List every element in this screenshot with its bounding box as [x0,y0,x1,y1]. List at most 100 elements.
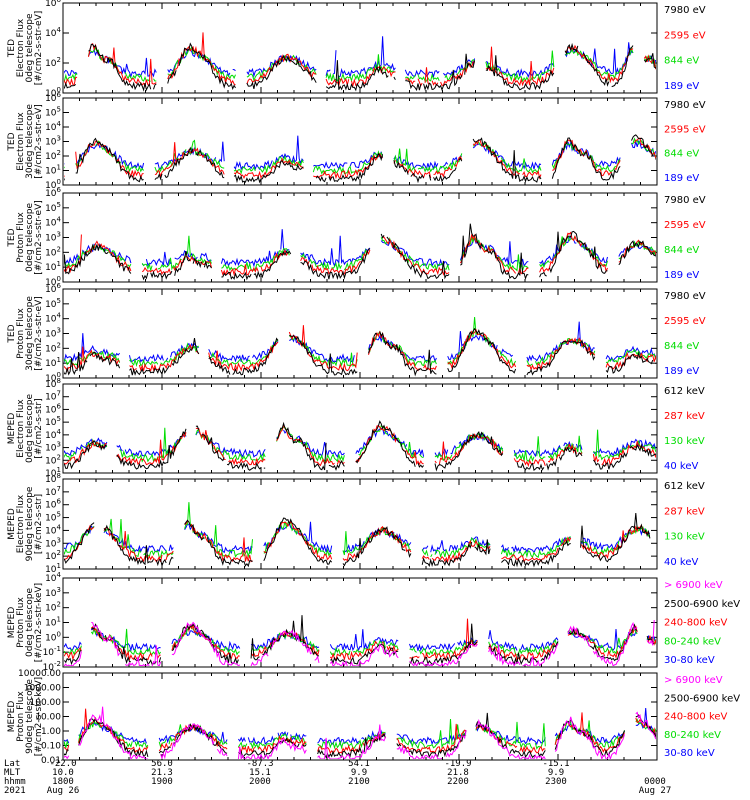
trace-group [64,317,656,377]
y-tick-label: 105 [45,511,61,524]
legend-entry: 7980 eV [664,100,706,111]
panel-frame [62,97,658,186]
y-tick-label: 100 [45,275,61,288]
y-tick-label: 0.10 [41,742,61,752]
y-tick-label: 106 [45,186,61,199]
legend-entry: 30-80 keV [664,655,715,666]
x-tick-value: 2000 [249,777,271,787]
legend-entry: 80-240 keV [664,636,721,647]
y-axis-label: MEPEDElectron Flux90deg telescope[#/cm2-… [7,486,44,561]
y-tick-label: 104 [45,120,61,133]
legend-entry: 2595 eV [664,316,706,327]
series-trace-green [64,624,656,657]
x-tick-value: 15.1 [249,768,271,778]
trace-group [64,706,656,759]
legend-entry: 130 keV [664,436,705,447]
legend-entry: 612 keV [664,481,705,492]
x-tick-value: 2300 [545,777,567,787]
y-axis-label: TEDElectron Flux30deg telescope[#/cm2-s-… [7,104,44,179]
series-trace-blue [64,36,656,79]
y-tick-label: 105 [45,106,61,119]
y-tick-label: 101 [45,356,61,369]
x-tick-value: -15.1 [542,759,569,769]
y-tick-label: 102 [45,341,61,354]
legend-entry: 7980 eV [664,5,706,16]
trace-group [64,134,656,184]
y-tick-label: 102 [45,149,61,162]
series-trace-red [64,708,656,754]
series-trace-blue [64,321,656,363]
series-trace-magenta [64,706,656,759]
y-tick-label: 100 [45,371,61,384]
legend-entry: 80-240 keV [664,730,721,741]
series-trace-green [64,46,656,83]
x-tick-value: Aug 27 [639,786,672,796]
x-row-label: 2021 [4,786,26,796]
legend-entry: 189 eV [664,270,699,281]
legend-entry: 189 eV [664,366,699,377]
series-trace-black [64,420,656,472]
y-axis-label: TEDElectron Flux0deg telescope[#/cm2-s-s… [7,11,44,86]
x-tick-value: 1900 [151,777,173,787]
series-trace-blue [64,135,656,171]
trace-group [64,420,656,472]
legend-entry: 844 eV [664,341,699,352]
y-tick-label: 104 [45,428,61,441]
x-row-label: MLT [4,768,21,778]
y-axis-label: MEPEDProton Flux90deg telescope[#/cm2-s-… [7,677,44,756]
y-tick-label: 102 [45,453,61,466]
y-tick-label: 1.00 [41,727,61,737]
legend-entry: 2595 eV [664,220,706,231]
legend-entry: 2595 eV [664,30,706,41]
series-trace-black [64,513,651,568]
y-tick-label: 101 [45,164,61,177]
trace-group [64,223,656,281]
y-tick-label: 106 [45,282,61,295]
y-tick-label: 104 [45,216,61,229]
series-trace-red [64,32,656,88]
legend-entry: 287 keV [664,411,705,422]
legend-entry: 7980 eV [664,195,706,206]
x-row-label: Lat [4,759,20,769]
y-axis-label: TEDProton Flux0deg telescope[#/cm2-s-str… [7,200,44,275]
y-tick-label: 106 [45,91,61,104]
y-tick-label: 10-2 [43,660,61,673]
x-tick-value: 21.8 [447,768,469,778]
y-tick-label: 103 [45,441,61,454]
y-tick-label: 103 [45,536,61,549]
y-tick-label: 104 [45,571,61,584]
x-tick-value: 9.9 [548,768,564,778]
trace-group [64,615,656,666]
y-tick-label: 100 [45,86,61,99]
panel-frame [62,383,658,474]
y-tick-label: 100.00 [30,698,62,708]
y-tick-label: 103 [45,231,61,244]
legend-entry: 30-80 keV [664,748,715,759]
y-tick-label: 10.00 [35,713,61,723]
y-axis-label: MEPEDElectron Flux0deg telescope[#/cm2-s… [7,394,44,464]
y-tick-label: 103 [45,135,61,148]
y-tick-label: 108 [45,472,61,485]
y-tick-label: 10000.00 [18,669,61,679]
series-trace-black [64,223,656,281]
panel-8: 0.01 0.10 1.00 10.00 100.00 1000.00 10000.00ME… [7,669,740,766]
y-tick-label: 101 [45,562,61,575]
series-trace-red [64,618,656,662]
series-trace-blue [64,707,656,746]
series-trace-green [64,424,656,463]
legend-entry: 844 eV [664,149,699,160]
series-trace-black [64,134,656,184]
trace-group [64,32,656,92]
x-tick-value: -22.0 [49,759,76,769]
series-trace-green [64,502,651,559]
y-tick-label: 1000.00 [24,684,61,694]
y-tick-label: 102 [45,549,61,562]
y-tick-label: 108 [45,377,61,390]
series-trace-red [64,325,656,372]
y-tick-label: 107 [45,485,61,498]
